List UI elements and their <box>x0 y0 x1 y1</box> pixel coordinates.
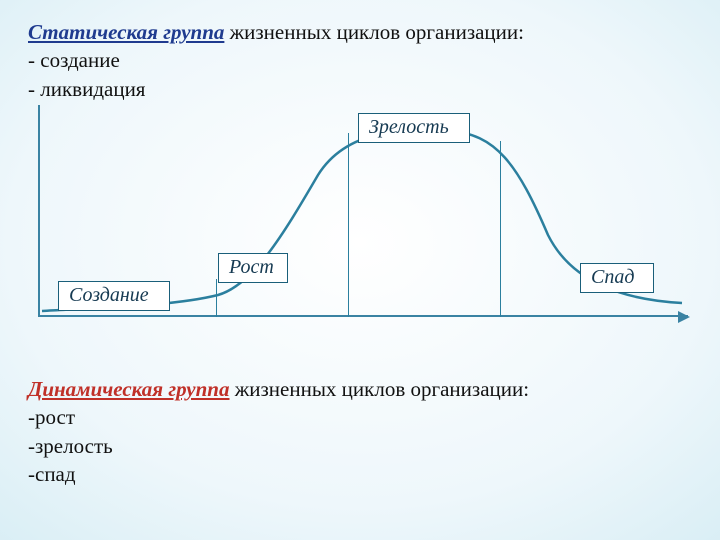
bottom-item-growth: рост <box>35 405 75 429</box>
guide-line-3 <box>500 141 501 317</box>
bottom-list-item-3: -спад <box>28 460 692 488</box>
static-group-rest: жизненных циклов организации: <box>224 20 524 44</box>
label-maturity-text: Зрелость <box>369 116 449 138</box>
lifecycle-chart: Создание Рост Зрелость Спад <box>28 105 688 335</box>
static-group-title: Статическая группа <box>28 20 224 44</box>
bottom-text-block: Динамическая группа жизненных циклов орг… <box>28 375 692 488</box>
top-text-block: Статическая группа жизненных циклов орга… <box>28 18 692 103</box>
dynamic-group-rest: жизненных циклов организации: <box>229 377 529 401</box>
top-item-create: создание <box>40 48 120 72</box>
label-create-text: Создание <box>69 284 149 306</box>
guide-line-2 <box>348 133 349 317</box>
static-group-heading: Статическая группа жизненных циклов орга… <box>28 18 692 46</box>
label-decline: Спад <box>580 263 654 293</box>
guide-line-1 <box>216 279 217 317</box>
label-decline-text: Спад <box>591 266 634 288</box>
label-create: Создание <box>58 281 170 311</box>
label-growth: Рост <box>218 253 288 283</box>
top-list-item-2: - ликвидация <box>28 75 692 103</box>
bottom-item-decline: спад <box>35 462 76 486</box>
top-item-liquidation: ликвидация <box>40 77 145 101</box>
label-growth-text: Рост <box>229 256 274 278</box>
slide-content: Статическая группа жизненных циклов орга… <box>0 0 720 540</box>
label-maturity: Зрелость <box>358 113 470 143</box>
bottom-list-item-1: -рост <box>28 403 692 431</box>
bottom-list-item-2: -зрелость <box>28 432 692 460</box>
dynamic-group-title: Динамическая группа <box>28 377 229 401</box>
top-list-item-1: - создание <box>28 46 692 74</box>
dynamic-group-heading: Динамическая группа жизненных циклов орг… <box>28 375 692 403</box>
bottom-item-maturity: зрелость <box>35 434 113 458</box>
